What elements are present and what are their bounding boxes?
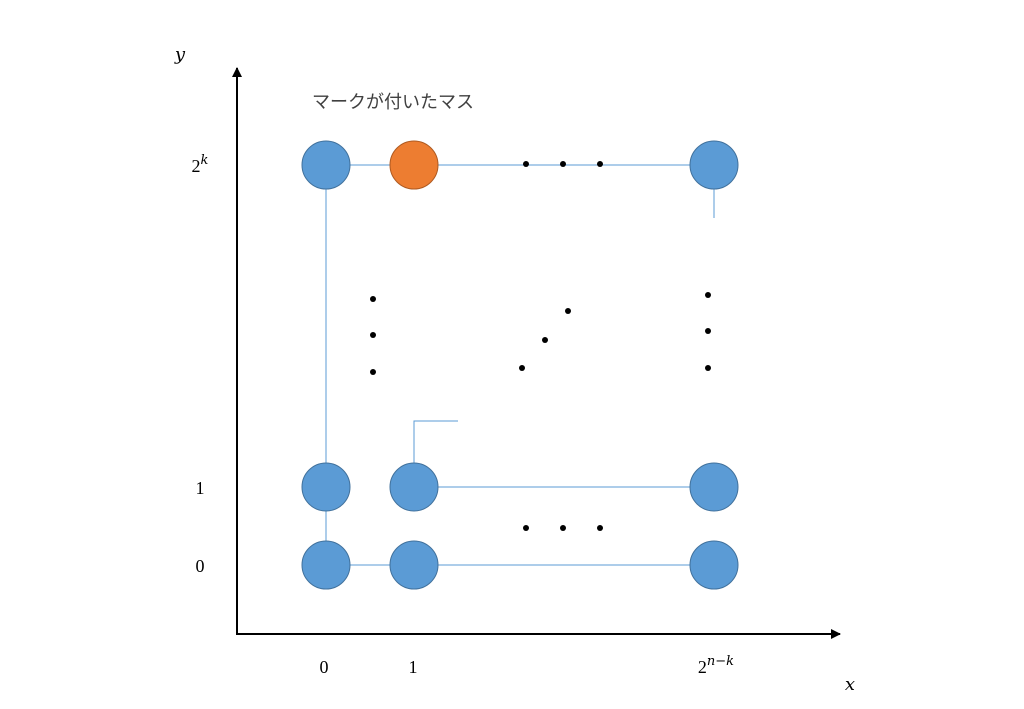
x-tick-label: 0 (320, 657, 329, 677)
x-axis-label: x (845, 674, 855, 695)
tick-base: 2 (698, 657, 707, 677)
connectors (325, 164, 715, 566)
tick-exponent: k (201, 153, 209, 168)
y-tick-label: 0 (196, 556, 205, 576)
tick-base: 0 (320, 657, 329, 677)
ellipsis-dots (370, 161, 711, 531)
y-tick-label: 1 (196, 478, 205, 498)
x-tick-label: 1 (409, 657, 418, 677)
tick-base: 1 (409, 657, 418, 677)
marked-cell (389, 140, 439, 190)
annotation: マークが付いたマス (312, 92, 474, 113)
tick-base: 2 (192, 156, 201, 176)
y-axis-label: y (174, 44, 186, 65)
nodes (301, 140, 739, 590)
y-tick-label: 2k (192, 153, 209, 176)
x-tick-label: 2n−k (698, 654, 734, 677)
tick-base: 0 (196, 556, 205, 576)
tick-base: 1 (196, 478, 205, 498)
tick-exponent: n−k (707, 654, 734, 669)
